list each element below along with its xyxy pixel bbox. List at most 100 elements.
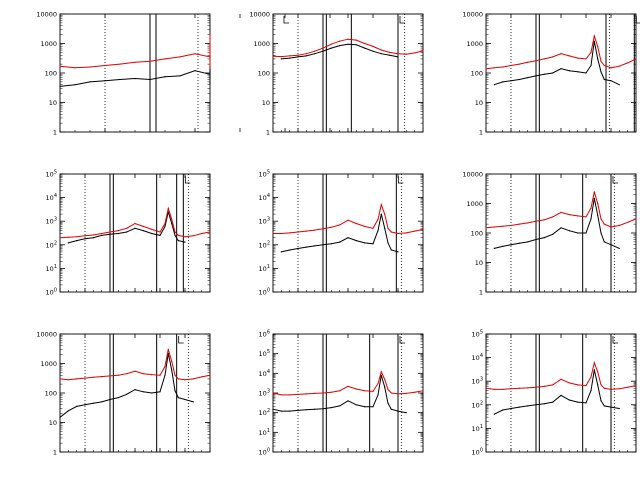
data-point-lld [422,50,424,52]
data-point-events [389,54,391,56]
data-point-events [330,243,332,245]
data-point-events [372,406,374,408]
data-point-lld [289,55,291,57]
y-tick-label: 1 [266,129,270,137]
data-point-lld [510,224,512,227]
data-point-events [543,403,545,405]
data-point-lld [618,65,620,67]
data-point-lld [134,61,136,63]
data-point-lld [552,216,554,218]
data-point-lld [485,227,487,229]
data-point-events [384,227,386,229]
data-point-events [117,397,119,399]
data-point-events [384,386,386,388]
data-point-events [330,47,332,49]
series-line-events [494,198,620,249]
data-point-events [119,78,121,81]
y-tick-label: 1 [53,129,57,137]
data-point-lld [518,387,520,389]
data-point-events [305,246,307,248]
data-point-lld [527,222,529,224]
data-point-events [372,243,374,245]
chart-panel-8: 100 101 102 103 104 105 106 [259,330,424,457]
data-point-lld [485,68,487,70]
data-point-lld [397,53,399,55]
data-point-events [510,80,512,82]
data-point-lld [164,365,166,367]
data-point-lld [568,382,570,384]
data-point-events [610,244,612,246]
data-point-events [322,244,324,246]
data-point-lld [297,54,299,56]
data-point-lld [389,51,391,54]
data-point-events [209,77,211,79]
data-point-events [289,57,291,59]
data-point-lld [92,376,94,378]
y-tick-label: 10 [49,419,57,427]
data-point-lld [339,40,341,42]
data-point-events [543,237,545,239]
data-point-lld [101,376,103,378]
data-point-lld [577,57,579,59]
data-point-events [568,399,570,401]
y-tick-label: 100 [259,448,270,457]
series-line-events [68,211,186,244]
data-point-lld [59,65,61,67]
series-line-lld [485,191,637,229]
data-point-lld [177,378,179,380]
data-point-lld [390,392,392,394]
data-point-lld [347,219,349,221]
series-line-events [494,41,620,86]
y-tick-label: 100 [471,230,483,238]
data-point-events [552,401,554,403]
data-point-lld [518,63,520,65]
y-tick-label: 101 [259,264,270,273]
data-point-lld [297,393,299,395]
data-point-lld [104,64,106,67]
data-point-lld [502,225,504,227]
data-point-events [552,233,554,235]
y-tick-label: 100 [45,70,57,78]
data-point-lld [635,58,637,60]
data-point-lld [280,394,282,396]
data-point-events [397,56,399,58]
data-point-lld [593,191,595,193]
data-point-lld [414,230,416,232]
y-tick-label: 100 [259,288,270,297]
data-point-events [510,244,512,246]
series-line-events [272,375,407,414]
data-point-lld [209,58,211,61]
data-point-events [600,232,602,234]
data-point-events [67,410,69,412]
data-point-lld [59,237,61,239]
data-point-lld [560,378,562,380]
data-point-lld [590,376,592,378]
y-tick-label: 104 [259,369,270,378]
data-point-lld [535,220,537,222]
data-point-events [597,384,599,386]
data-point-events [101,401,103,403]
data-point-lld [171,360,173,362]
data-point-events [117,232,119,235]
data-point-events [149,78,151,81]
data-point-lld [502,388,504,390]
data-point-lld [510,64,512,67]
data-point-lld [568,214,570,216]
data-point-lld [74,67,76,69]
data-point-events [305,55,307,57]
data-point-events [560,394,562,396]
data-point-lld [380,49,382,51]
data-point-lld [627,221,629,223]
data-point-lld [209,56,211,58]
data-point-events [159,391,161,393]
data-point-lld [330,43,332,45]
data-point-lld [134,370,136,372]
data-point-events [372,50,374,52]
data-point-events [126,393,128,395]
corner-bracket-marker [399,16,405,24]
data-point-lld [627,386,629,388]
data-point-events [502,245,504,247]
corner-bracket-marker [397,176,404,184]
y-tick-label: 10 [475,99,483,107]
y-tick-label: 100 [45,390,57,398]
